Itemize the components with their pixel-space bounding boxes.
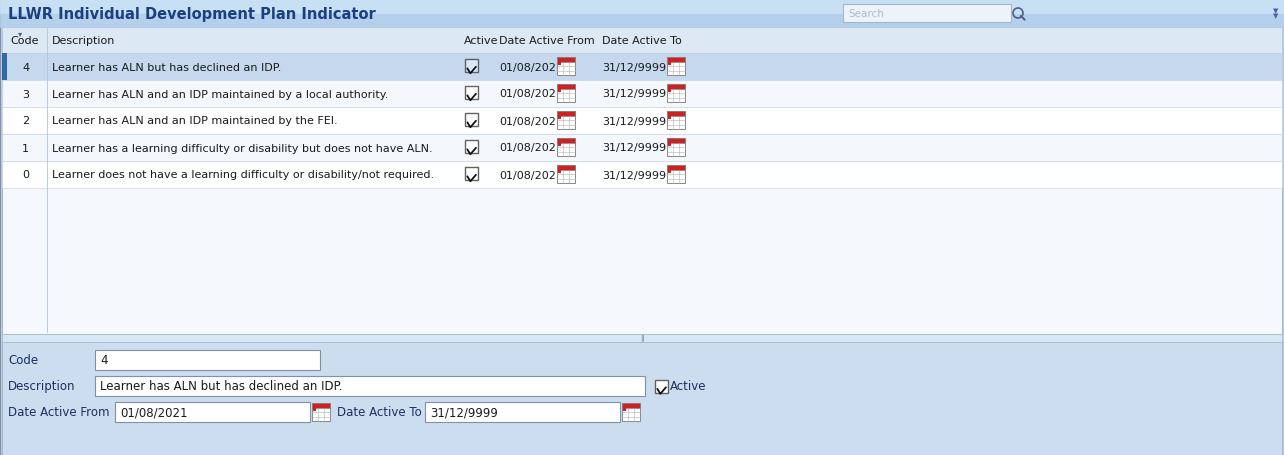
Bar: [666, 139, 684, 157]
Bar: [312, 403, 330, 421]
Bar: [559, 90, 561, 93]
Bar: [465, 167, 478, 181]
Text: Search: Search: [847, 9, 883, 19]
Bar: [666, 166, 684, 184]
Text: 01/08/2021: 01/08/2021: [499, 62, 562, 72]
Bar: [95, 350, 320, 370]
Bar: [559, 63, 561, 66]
Bar: [621, 403, 639, 421]
Text: 1: 1: [22, 143, 30, 153]
Text: Description: Description: [8, 379, 76, 393]
Text: 31/12/9999: 31/12/9999: [602, 62, 666, 72]
Bar: [666, 112, 684, 130]
Text: Learner has ALN but has declined an IDP.: Learner has ALN but has declined an IDP.: [100, 379, 343, 393]
Bar: [465, 114, 478, 127]
Bar: [3, 81, 1281, 108]
Text: Code: Code: [10, 36, 39, 46]
Bar: [559, 117, 561, 120]
Bar: [666, 139, 684, 144]
Bar: [623, 408, 627, 411]
Text: Date Active To: Date Active To: [336, 405, 421, 419]
Text: 2: 2: [22, 116, 30, 126]
Text: 31/12/9999: 31/12/9999: [430, 405, 498, 419]
Bar: [95, 376, 645, 396]
Bar: [3, 108, 1281, 135]
Bar: [666, 166, 684, 171]
Bar: [668, 63, 672, 66]
Bar: [557, 166, 575, 171]
Text: 01/08/2021: 01/08/2021: [499, 116, 562, 126]
Bar: [668, 90, 672, 93]
Text: 3: 3: [22, 89, 30, 99]
Text: Learner has ALN and an IDP maintained by the FEI.: Learner has ALN and an IDP maintained by…: [51, 116, 338, 126]
Bar: [3, 54, 6, 81]
Bar: [0, 0, 1284, 28]
Text: 31/12/9999: 31/12/9999: [602, 89, 666, 99]
Bar: [844, 5, 1011, 23]
Bar: [312, 403, 330, 408]
Bar: [3, 28, 1281, 334]
Text: ||: ||: [639, 335, 645, 342]
Text: Active: Active: [464, 36, 498, 46]
Bar: [465, 87, 478, 100]
Bar: [557, 112, 575, 117]
Text: 01/08/2021: 01/08/2021: [119, 405, 187, 419]
Bar: [668, 144, 672, 147]
Text: 31/12/9999: 31/12/9999: [602, 170, 666, 180]
Text: Learner has ALN but has declined an IDP.: Learner has ALN but has declined an IDP.: [51, 62, 281, 72]
Bar: [3, 162, 1281, 188]
Text: 01/08/2021: 01/08/2021: [499, 170, 562, 180]
Text: Date Active From: Date Active From: [499, 36, 594, 46]
Text: LLWR Individual Development Plan Indicator: LLWR Individual Development Plan Indicat…: [8, 6, 376, 21]
Bar: [668, 117, 672, 120]
Bar: [3, 54, 1281, 81]
Bar: [559, 144, 561, 147]
Text: ▼
▼: ▼ ▼: [1274, 9, 1279, 20]
Bar: [557, 58, 575, 63]
Bar: [557, 85, 575, 103]
Text: Learner has ALN and an IDP maintained by a local authority.: Learner has ALN and an IDP maintained by…: [51, 89, 388, 99]
Bar: [666, 112, 684, 117]
Bar: [666, 58, 684, 76]
Bar: [557, 166, 575, 184]
Bar: [116, 402, 309, 422]
Bar: [655, 379, 668, 393]
Bar: [557, 139, 575, 144]
Bar: [3, 342, 1281, 455]
Text: 31/12/9999: 31/12/9999: [602, 116, 666, 126]
Text: Learner has a learning difficulty or disability but does not have ALN.: Learner has a learning difficulty or dis…: [51, 143, 433, 153]
Bar: [3, 28, 1281, 54]
Bar: [465, 60, 478, 73]
Bar: [425, 402, 620, 422]
Text: 01/08/2021: 01/08/2021: [499, 143, 562, 153]
Text: 4: 4: [100, 354, 108, 367]
Text: 31/12/9999: 31/12/9999: [602, 143, 666, 153]
Bar: [557, 85, 575, 90]
Bar: [621, 403, 639, 408]
Text: 0: 0: [22, 170, 30, 180]
Bar: [557, 58, 575, 76]
Bar: [668, 171, 672, 174]
Text: 01/08/2021: 01/08/2021: [499, 89, 562, 99]
Text: Description: Description: [51, 36, 116, 46]
Text: Active: Active: [670, 379, 706, 393]
Text: Date Active From: Date Active From: [8, 405, 109, 419]
Bar: [3, 135, 1281, 162]
Bar: [313, 408, 316, 411]
Bar: [666, 85, 684, 103]
Text: Code: Code: [8, 354, 39, 367]
Bar: [3, 334, 1281, 342]
Bar: [666, 85, 684, 90]
Bar: [559, 171, 561, 174]
Bar: [666, 58, 684, 63]
Bar: [0, 0, 1284, 14]
Text: ▾: ▾: [18, 30, 22, 38]
Bar: [557, 112, 575, 130]
Text: Date Active To: Date Active To: [602, 36, 682, 46]
Text: Learner does not have a learning difficulty or disability/not required.: Learner does not have a learning difficu…: [51, 170, 434, 180]
Bar: [557, 139, 575, 157]
Text: 4: 4: [22, 62, 30, 72]
Bar: [465, 141, 478, 154]
